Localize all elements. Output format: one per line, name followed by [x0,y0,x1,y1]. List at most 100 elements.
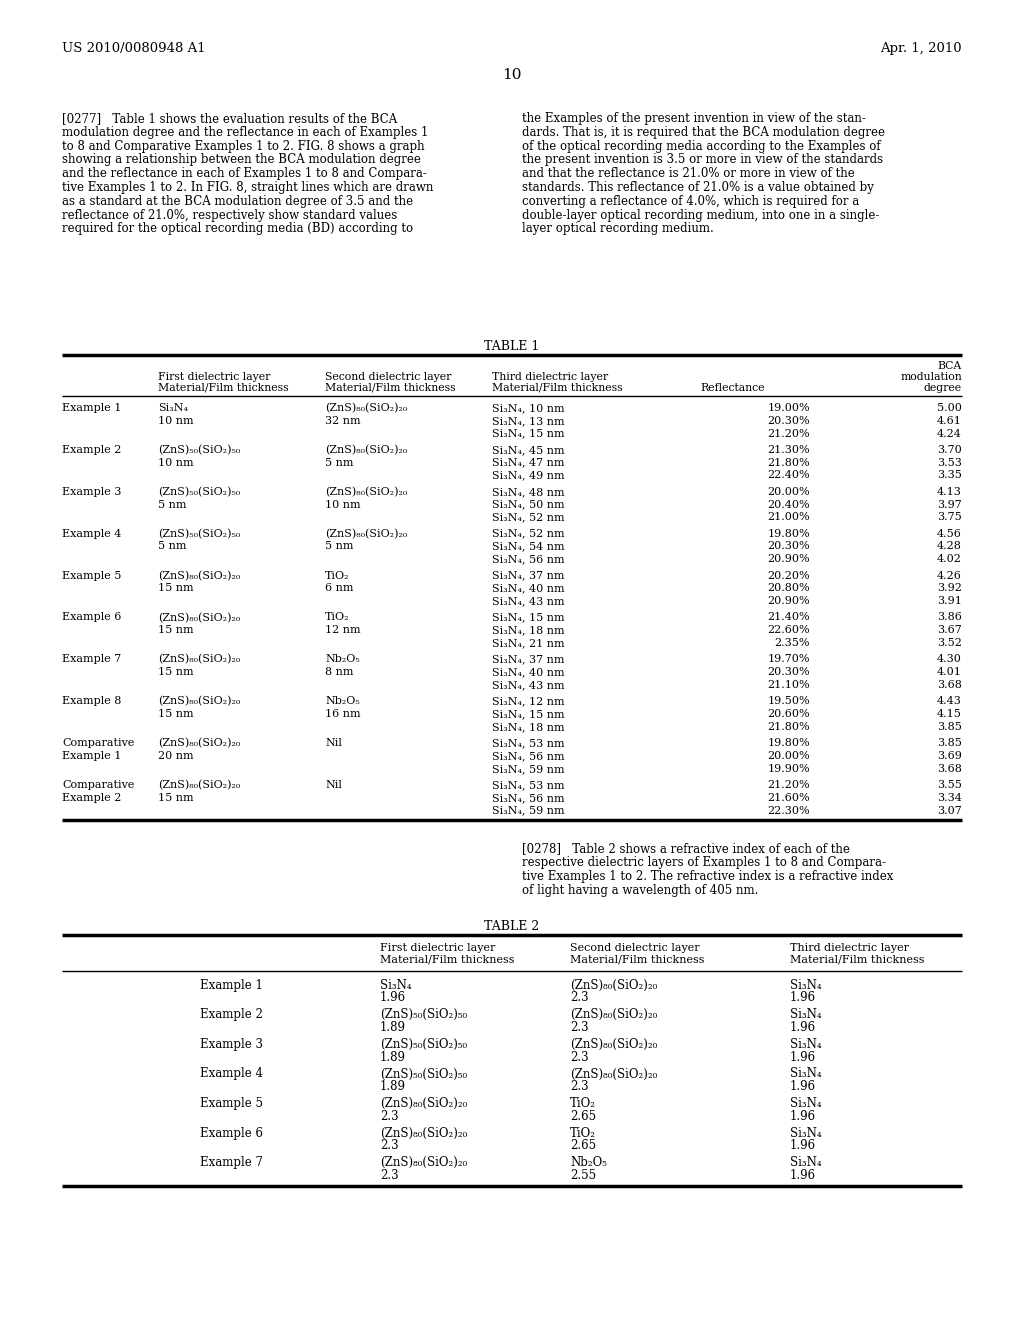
Text: Example 3: Example 3 [200,1038,263,1051]
Text: 4.28: 4.28 [937,541,962,552]
Text: 20.00%: 20.00% [767,487,810,496]
Text: Example 4: Example 4 [62,529,122,539]
Text: Comparative: Comparative [62,780,134,791]
Text: 21.40%: 21.40% [767,612,810,623]
Text: [0277]   Table 1 shows the evaluation results of the BCA: [0277] Table 1 shows the evaluation resu… [62,112,397,125]
Text: 1.96: 1.96 [380,991,407,1005]
Text: Si₃N₄, 59 nm: Si₃N₄, 59 nm [492,764,564,774]
Text: 10: 10 [502,69,522,82]
Text: Si₃N₄, 45 nm: Si₃N₄, 45 nm [492,445,564,455]
Text: 2.3: 2.3 [380,1170,398,1183]
Text: respective dielectric layers of Examples 1 to 8 and Compara-: respective dielectric layers of Examples… [522,857,886,870]
Text: 1.96: 1.96 [790,1170,816,1183]
Text: Si₃N₄: Si₃N₄ [380,978,412,991]
Text: Third dielectric layer: Third dielectric layer [790,942,909,953]
Text: Si₃N₄, 48 nm: Si₃N₄, 48 nm [492,487,564,496]
Text: 10 nm: 10 nm [158,458,194,467]
Text: [0278]   Table 2 shows a refractive index of each of the: [0278] Table 2 shows a refractive index … [522,842,850,855]
Text: 22.30%: 22.30% [767,805,810,816]
Text: Si₃N₄, 10 nm: Si₃N₄, 10 nm [492,403,564,413]
Text: 3.52: 3.52 [937,638,962,648]
Text: 15 nm: 15 nm [158,583,194,594]
Text: (ZnS)₈₀(SiO₂)₂₀: (ZnS)₈₀(SiO₂)₂₀ [325,529,408,539]
Text: (ZnS)₈₀(SiO₂)₂₀: (ZnS)₈₀(SiO₂)₂₀ [325,403,408,413]
Text: Nb₂O₅: Nb₂O₅ [325,655,359,664]
Text: Si₃N₄: Si₃N₄ [790,1097,821,1110]
Text: 20.30%: 20.30% [767,541,810,552]
Text: 4.43: 4.43 [937,696,962,706]
Text: reflectance of 21.0%, respectively show standard values: reflectance of 21.0%, respectively show … [62,209,397,222]
Text: Si₃N₄, 53 nm: Si₃N₄, 53 nm [492,738,564,748]
Text: Si₃N₄: Si₃N₄ [790,1038,821,1051]
Text: 5 nm: 5 nm [325,541,353,552]
Text: 15 nm: 15 nm [158,793,194,803]
Text: Si₃N₄, 13 nm: Si₃N₄, 13 nm [492,416,564,426]
Text: 20.30%: 20.30% [767,667,810,677]
Text: 3.68: 3.68 [937,764,962,774]
Text: 2.35%: 2.35% [774,638,810,648]
Text: 15 nm: 15 nm [158,709,194,719]
Text: Example 6: Example 6 [200,1127,263,1139]
Text: First dielectric layer: First dielectric layer [158,372,270,381]
Text: 3.53: 3.53 [937,458,962,467]
Text: 2.3: 2.3 [380,1110,398,1123]
Text: Si₃N₄, 15 nm: Si₃N₄, 15 nm [492,612,564,623]
Text: Si₃N₄: Si₃N₄ [790,1008,821,1022]
Text: 21.30%: 21.30% [767,445,810,455]
Text: 4.26: 4.26 [937,570,962,581]
Text: Example 1: Example 1 [62,751,122,762]
Text: Si₃N₄: Si₃N₄ [158,403,188,413]
Text: 1.96: 1.96 [790,991,816,1005]
Text: required for the optical recording media (BD) according to: required for the optical recording media… [62,222,413,235]
Text: Si₃N₄: Si₃N₄ [790,1156,821,1170]
Text: 3.75: 3.75 [937,512,962,523]
Text: Si₃N₄, 52 nm: Si₃N₄, 52 nm [492,529,564,539]
Text: 20.00%: 20.00% [767,751,810,762]
Text: Si₃N₄, 18 nm: Si₃N₄, 18 nm [492,626,564,635]
Text: modulation: modulation [900,372,962,381]
Text: 15 nm: 15 nm [158,667,194,677]
Text: 22.40%: 22.40% [767,470,810,480]
Text: TiO₂: TiO₂ [570,1097,596,1110]
Text: 5 nm: 5 nm [158,499,186,510]
Text: Example 2: Example 2 [62,793,122,803]
Text: tive Examples 1 to 2. The refractive index is a refractive index: tive Examples 1 to 2. The refractive ind… [522,870,893,883]
Text: TABLE 1: TABLE 1 [484,341,540,352]
Text: 1.89: 1.89 [380,1022,406,1034]
Text: 1.96: 1.96 [790,1139,816,1152]
Text: 21.80%: 21.80% [767,458,810,467]
Text: 2.3: 2.3 [380,1139,398,1152]
Text: Si₃N₄, 50 nm: Si₃N₄, 50 nm [492,499,564,510]
Text: 3.97: 3.97 [937,499,962,510]
Text: Example 7: Example 7 [62,655,121,664]
Text: 20.30%: 20.30% [767,416,810,426]
Text: Reflectance: Reflectance [700,383,765,393]
Text: Example 8: Example 8 [62,696,122,706]
Text: Si₃N₄, 37 nm: Si₃N₄, 37 nm [492,655,564,664]
Text: Si₃N₄, 12 nm: Si₃N₄, 12 nm [492,696,564,706]
Text: showing a relationship between the BCA modulation degree: showing a relationship between the BCA m… [62,153,421,166]
Text: 4.15: 4.15 [937,709,962,719]
Text: Si₃N₄, 37 nm: Si₃N₄, 37 nm [492,570,564,581]
Text: Material/Film thickness: Material/Film thickness [492,383,623,393]
Text: 20.90%: 20.90% [767,597,810,606]
Text: of light having a wavelength of 405 nm.: of light having a wavelength of 405 nm. [522,884,759,896]
Text: Si₃N₄, 53 nm: Si₃N₄, 53 nm [492,780,564,791]
Text: Si₃N₄: Si₃N₄ [790,1127,821,1139]
Text: (ZnS)₈₀(SiO₂)₂₀: (ZnS)₈₀(SiO₂)₂₀ [570,978,657,991]
Text: 19.90%: 19.90% [767,764,810,774]
Text: 1.96: 1.96 [790,1110,816,1123]
Text: Comparative: Comparative [62,738,134,748]
Text: 4.13: 4.13 [937,487,962,496]
Text: as a standard at the BCA modulation degree of 3.5 and the: as a standard at the BCA modulation degr… [62,195,413,207]
Text: 4.56: 4.56 [937,529,962,539]
Text: 20 nm: 20 nm [158,751,194,762]
Text: Example 1: Example 1 [200,978,263,991]
Text: 21.20%: 21.20% [767,429,810,438]
Text: tive Examples 1 to 2. In FIG. 8, straight lines which are drawn: tive Examples 1 to 2. In FIG. 8, straigh… [62,181,433,194]
Text: 3.69: 3.69 [937,751,962,762]
Text: 20.20%: 20.20% [767,570,810,581]
Text: (ZnS)₈₀(SiO₂)₂₀: (ZnS)₈₀(SiO₂)₂₀ [158,655,241,665]
Text: (ZnS)₈₀(SiO₂)₂₀: (ZnS)₈₀(SiO₂)₂₀ [158,780,241,791]
Text: Si₃N₄: Si₃N₄ [790,1068,821,1081]
